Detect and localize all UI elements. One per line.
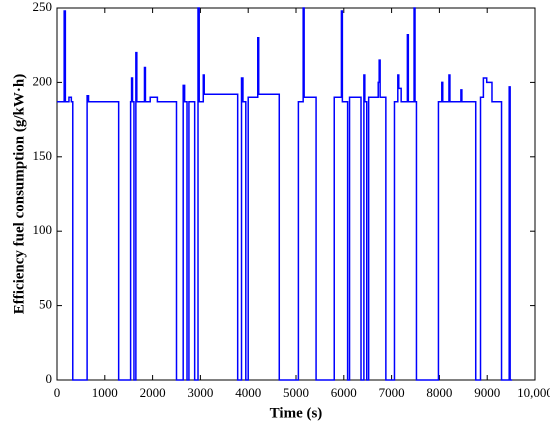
data-line: [57, 7, 513, 381]
y-tick-label: 100: [33, 222, 53, 237]
x-tick-label: 8000: [426, 385, 452, 400]
x-axis-label: Time (s): [270, 405, 323, 421]
x-tick-label: 6000: [331, 385, 357, 400]
y-tick-label: 250: [33, 0, 53, 14]
y-tick-label: 150: [33, 148, 53, 163]
y-tick-label: 0: [46, 371, 53, 386]
y-tick-label: 50: [39, 297, 52, 312]
x-tick-label: 2000: [140, 385, 166, 400]
x-tick-label: 7000: [379, 385, 405, 400]
x-tick-label: 4000: [235, 385, 261, 400]
x-tick-label: 1000: [92, 385, 118, 400]
x-tick-label: 10,000: [517, 385, 550, 400]
x-tick-label: 5000: [283, 385, 309, 400]
plot-frame: [56, 7, 536, 381]
y-tick-label: 200: [33, 73, 53, 88]
x-tick-label: 3000: [187, 385, 213, 400]
x-tick-label: 0: [54, 385, 61, 400]
x-tick-label: 9000: [474, 385, 500, 400]
y-axis-label: Efficiency fuel consumption (g/kW·h): [11, 74, 27, 314]
